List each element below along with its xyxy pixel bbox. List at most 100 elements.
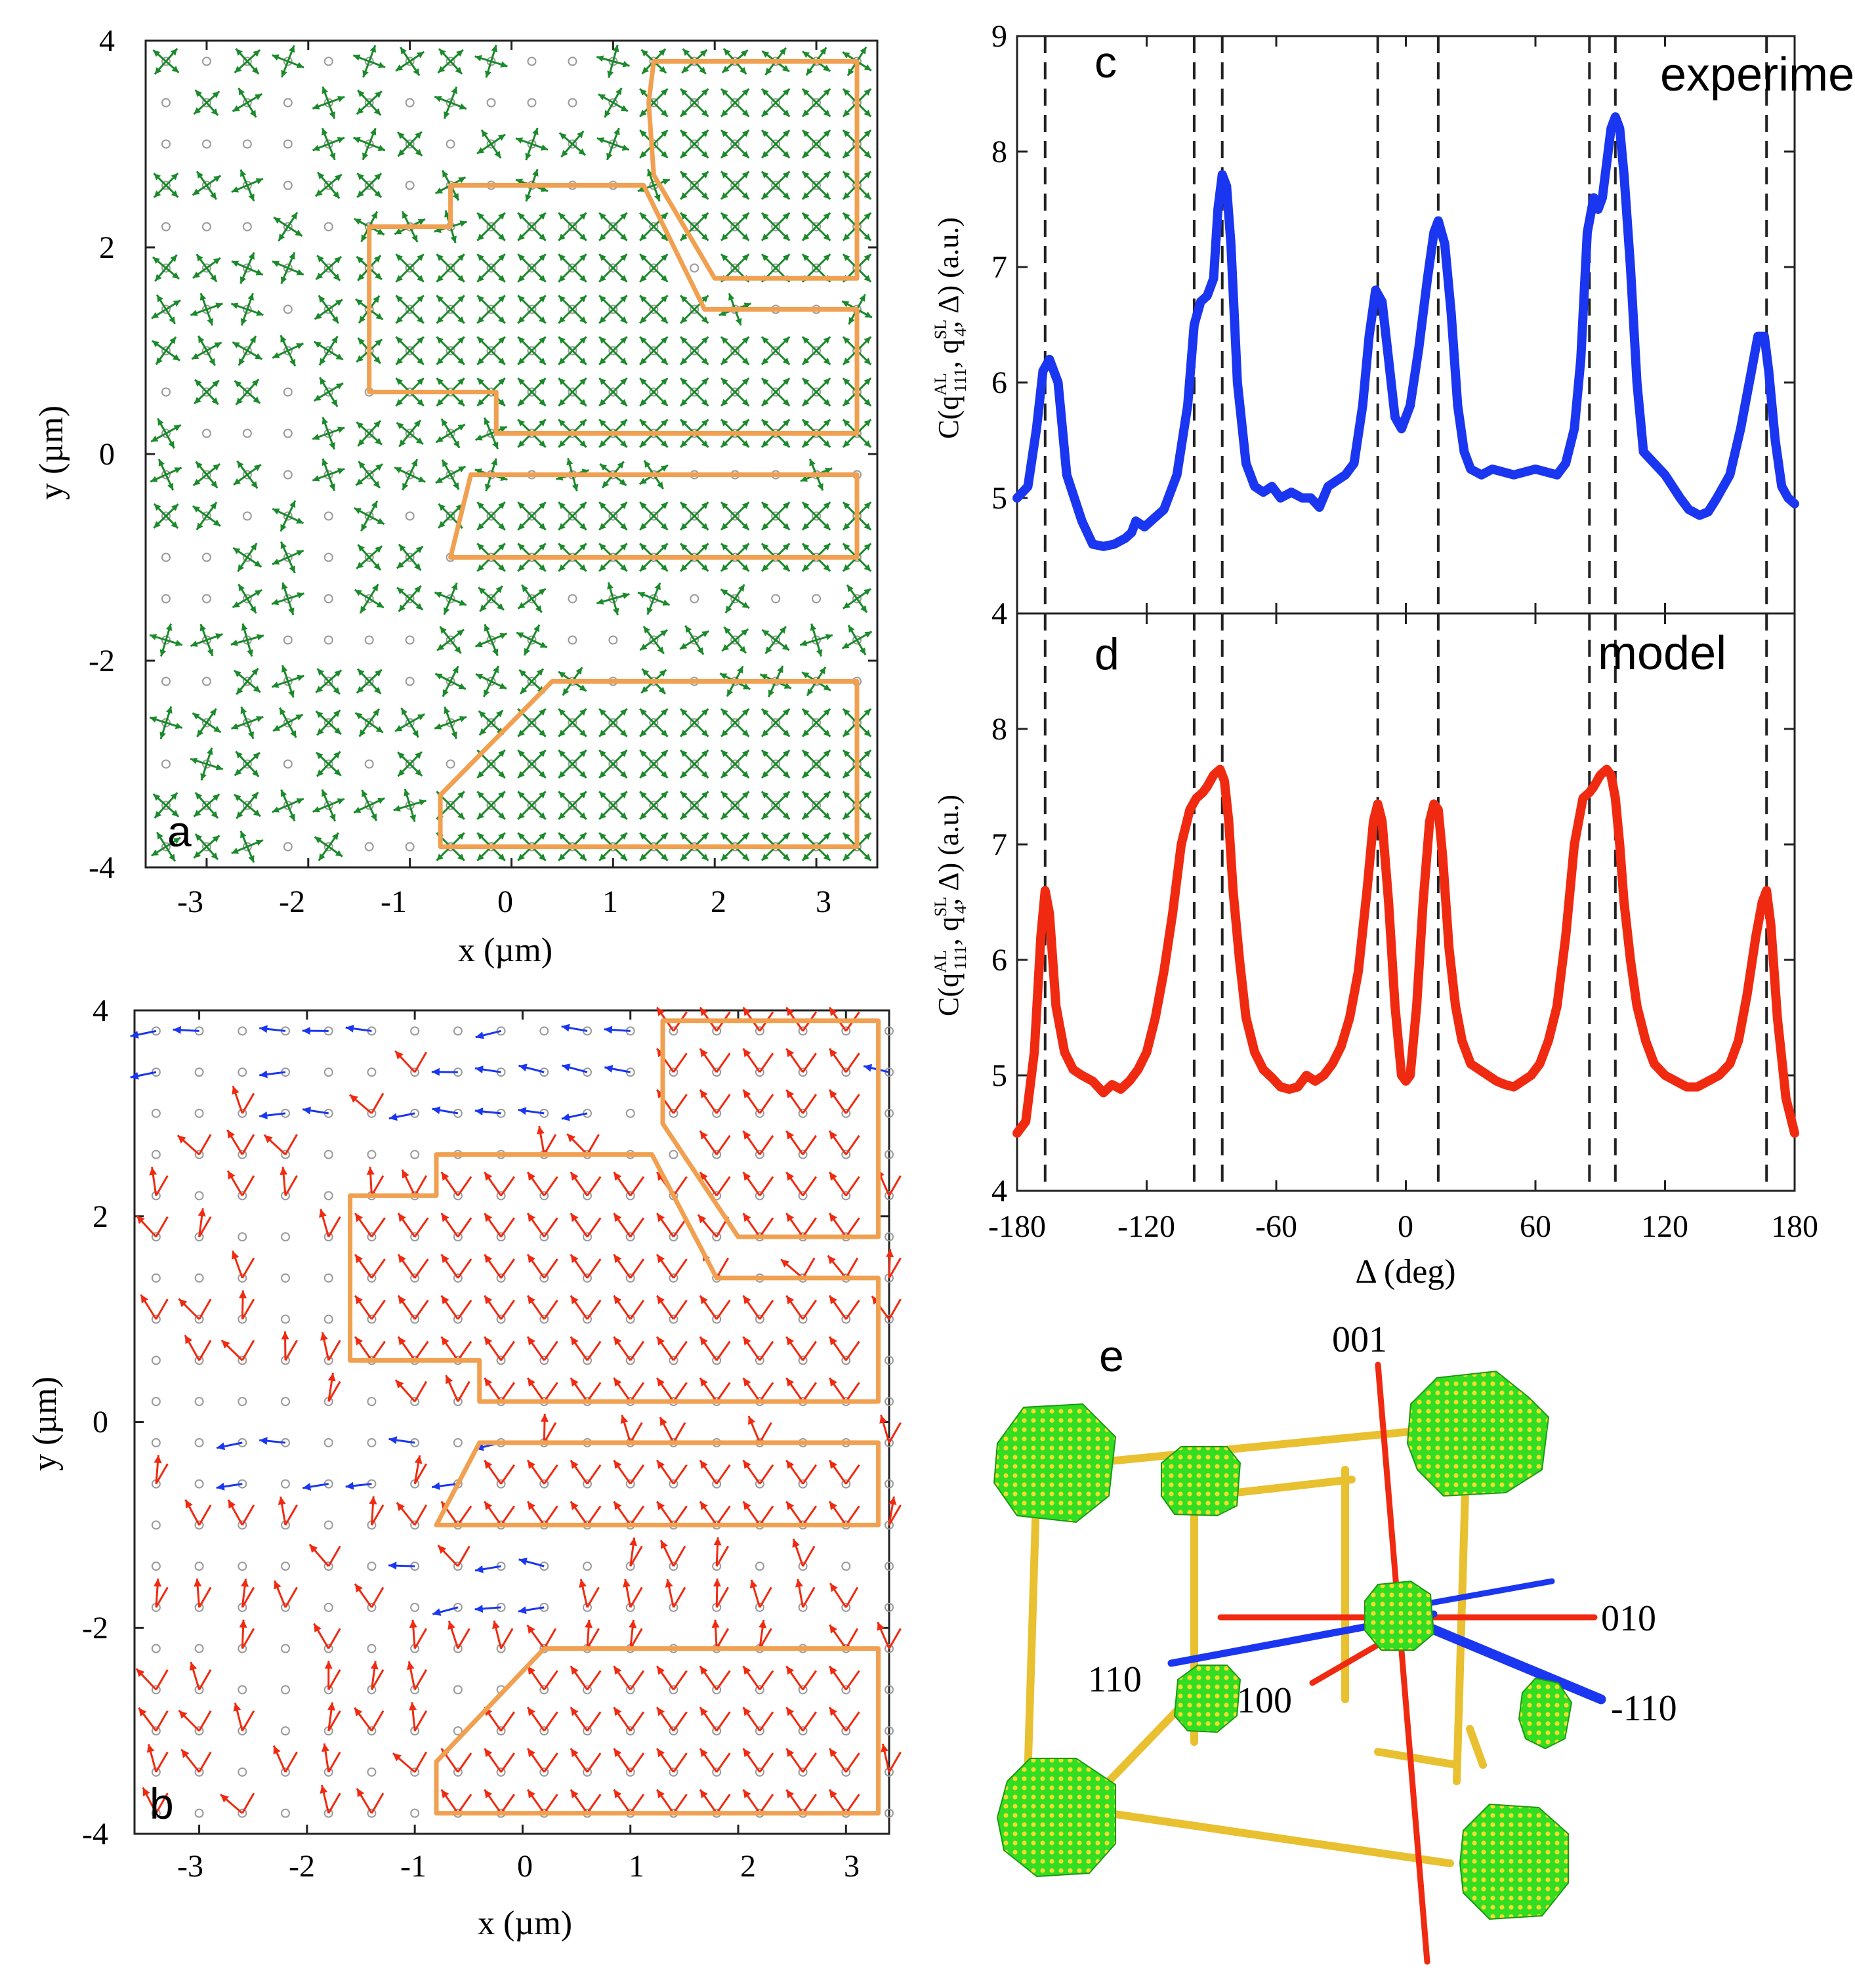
orientation-arrow [657,1749,686,1772]
orientation-arrow [442,1213,471,1237]
orientation-arrow [395,1051,427,1072]
grid-point [238,1068,246,1076]
orientation-arrow [786,1707,816,1731]
grid-point [367,1562,375,1570]
grid-point [411,1151,419,1159]
orientation-arrow [743,1336,773,1360]
orientation-arrow [829,1172,859,1195]
orientation-cross [638,583,669,614]
orientation-cross [357,90,382,115]
panel-a: 4 2 0 -2 -4 -3 -2 -1 0 1 2 3 x (µm) y (µ… [0,0,919,997]
a-xtick-m1: -1 [381,884,407,919]
panel-c-dashed-lines [1045,36,1766,613]
orientation-arrow [442,1336,471,1360]
crystal-center [1365,1581,1434,1650]
orientation-cross [434,707,467,739]
orientation-arrow [442,1172,471,1195]
orientation-cross [680,89,708,116]
orientation-cross [274,213,302,241]
grid-point [365,636,373,644]
orientation-arrow [492,1621,512,1649]
orientation-cross [312,87,344,119]
grid-point [196,1810,203,1817]
orientation-arrow [614,1378,643,1401]
grid-point [406,182,414,190]
orientation-cross [680,625,709,654]
orientation-arrow [743,1501,773,1525]
grid-point [325,1604,333,1611]
panel-e-letter: e [1099,1331,1124,1381]
grid-point [243,223,251,231]
orientation-cross [843,625,872,655]
grid-point [238,1686,246,1693]
orientation-arrow [829,1090,859,1113]
panel-a-grid-points [146,41,877,867]
grid-point [690,595,698,603]
orientation-cross [800,624,833,657]
orientation-cross [721,791,749,819]
grid-point [367,1151,375,1159]
panel-d-y-tick-labels: 8 7 6 5 4 [991,712,1007,1209]
orientation-arrow [743,1048,773,1072]
orientation-cross [396,337,423,364]
orientation-cross [437,627,464,653]
grid-point [325,1315,333,1323]
grid-point [411,1604,419,1611]
orientation-arrow [712,1620,728,1649]
b-ytick-4: 4 [93,997,108,1028]
grid-point [842,1562,850,1570]
orientation-arrow [743,1131,773,1155]
orientation-cross [596,582,629,615]
grid-point [162,554,170,562]
grid-point [756,1562,764,1570]
panel-d-title: model [1598,627,1726,680]
orientation-cross [762,378,789,405]
orientation-cross [316,669,341,694]
orientation-arrow [743,1707,773,1731]
orientation-cross [558,337,586,364]
orientation-cross [234,379,260,405]
orientation-cross [640,502,667,529]
grid-point [281,1274,289,1282]
orientation-cross [436,337,464,364]
grid-point [243,430,251,438]
orientation-arrow [264,1134,297,1154]
orientation-cross [680,709,708,736]
panel-c-letter: c [1094,37,1117,87]
grid-point [284,306,292,314]
orientation-arrow [786,1213,816,1237]
orientation-cross [598,88,628,117]
orientation-arrow [571,1172,600,1195]
orientation-arrow [327,1703,340,1731]
grid-point [152,1398,160,1405]
orientation-cross [194,461,220,487]
orientation-arrow [629,1538,642,1567]
orientation-arrow [476,1031,501,1039]
grid-point [162,678,170,686]
orientation-cross [272,790,304,821]
grid-point [568,595,576,603]
orientation-cross [518,337,545,364]
orientation-cross [558,791,586,819]
orientation-arrow [355,1584,383,1607]
orientation-cross [640,89,667,116]
orientation-cross [477,130,505,158]
d-xtick-120: 120 [1641,1209,1688,1244]
orientation-arrow [484,1501,514,1525]
orientation-cross [518,791,545,819]
orientation-arrow [657,1790,686,1813]
orientation-cross [597,128,629,160]
crystal-top-middle [1161,1447,1240,1516]
orientation-arrow [567,1134,598,1154]
grid-point [367,1645,375,1653]
orientation-cross [599,709,627,736]
orientation-arrow [528,1790,557,1813]
orientation-arrow [178,1299,211,1319]
orientation-cross [477,295,505,323]
orientation-arrow [278,1497,297,1525]
orientation-arrow [442,1254,471,1278]
orientation-arrow [571,1790,600,1813]
crystal-bottom-left [997,1758,1115,1876]
orientation-arrow [786,1666,816,1689]
orientation-cross [722,627,748,653]
